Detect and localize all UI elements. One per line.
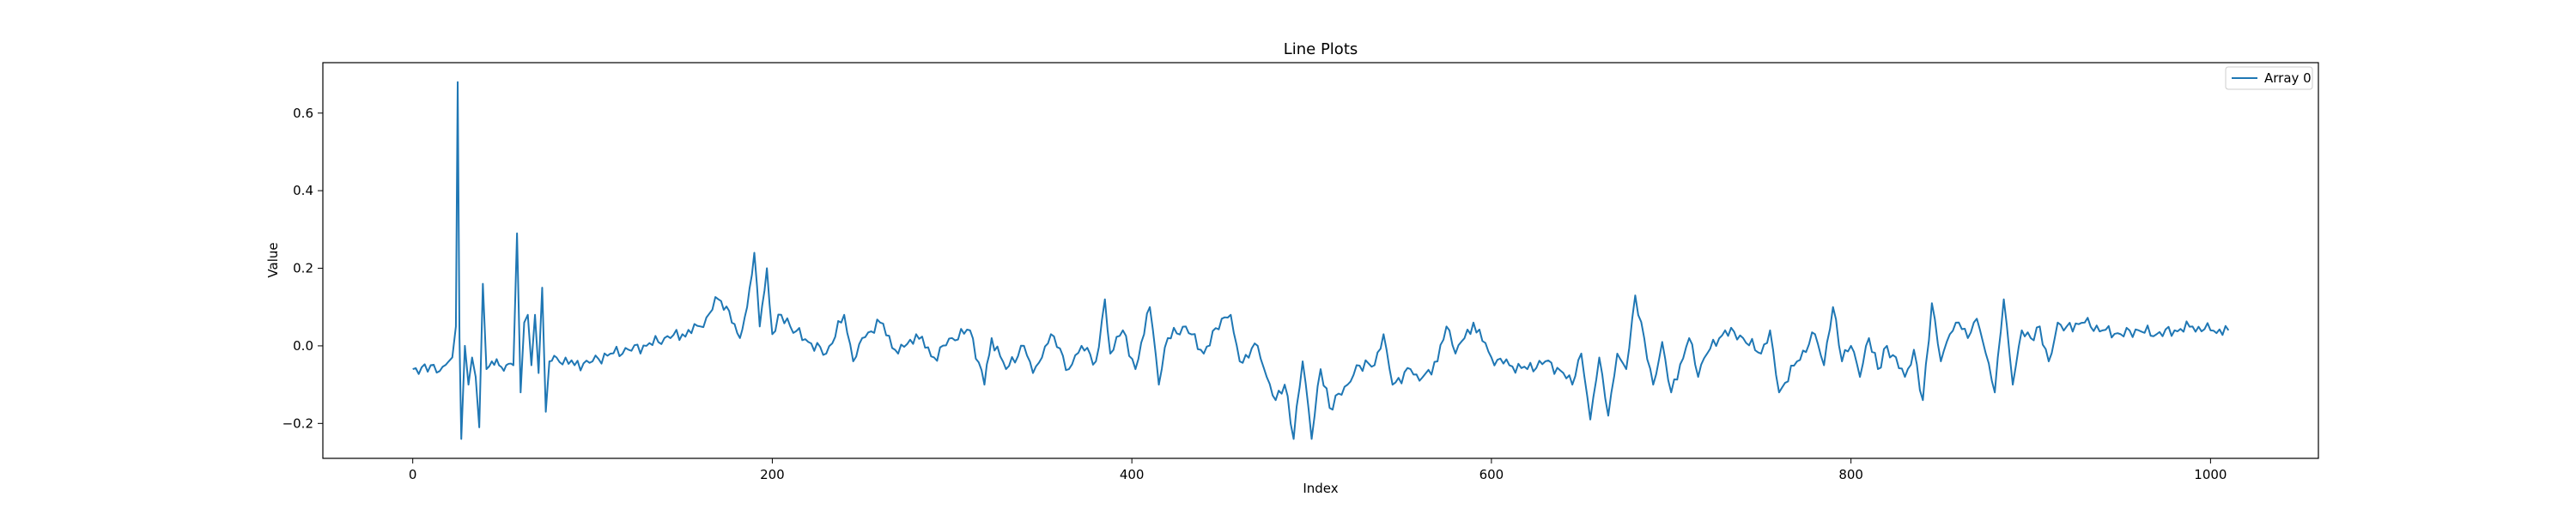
- legend-label-array-0: Array 0: [2264, 70, 2312, 86]
- legend-box: [2225, 66, 2313, 90]
- x-axis: 0 200 400 600 800 1000: [409, 458, 2227, 482]
- chart-title: Line Plots: [1284, 40, 1358, 58]
- x-tick-label-4: 800: [1838, 467, 1863, 482]
- plot-frame: [322, 62, 2319, 459]
- x-tick-label-5: 1000: [2194, 467, 2227, 482]
- y-tick-label-0: −0.2: [283, 415, 313, 431]
- y-tick-label-3: 0.4: [293, 183, 313, 198]
- y-axis-label: Value: [265, 242, 281, 277]
- y-tick-label-4: 0.6: [293, 106, 313, 121]
- x-axis-label: Index: [1303, 481, 1338, 496]
- y-tick-label-2: 0.2: [293, 261, 313, 276]
- series-line-0: [412, 81, 2230, 440]
- y-axis: −0.2 0.0 0.2 0.4 0.6: [283, 106, 323, 431]
- x-tick-label-2: 400: [1120, 467, 1145, 482]
- legend: Array 0: [2225, 66, 2313, 90]
- x-tick-label-3: 600: [1479, 467, 1504, 482]
- plot-area: [322, 62, 2319, 459]
- y-tick-label-1: 0.0: [293, 338, 313, 354]
- x-tick-label-1: 200: [760, 467, 785, 482]
- x-tick-label-0: 0: [409, 467, 417, 482]
